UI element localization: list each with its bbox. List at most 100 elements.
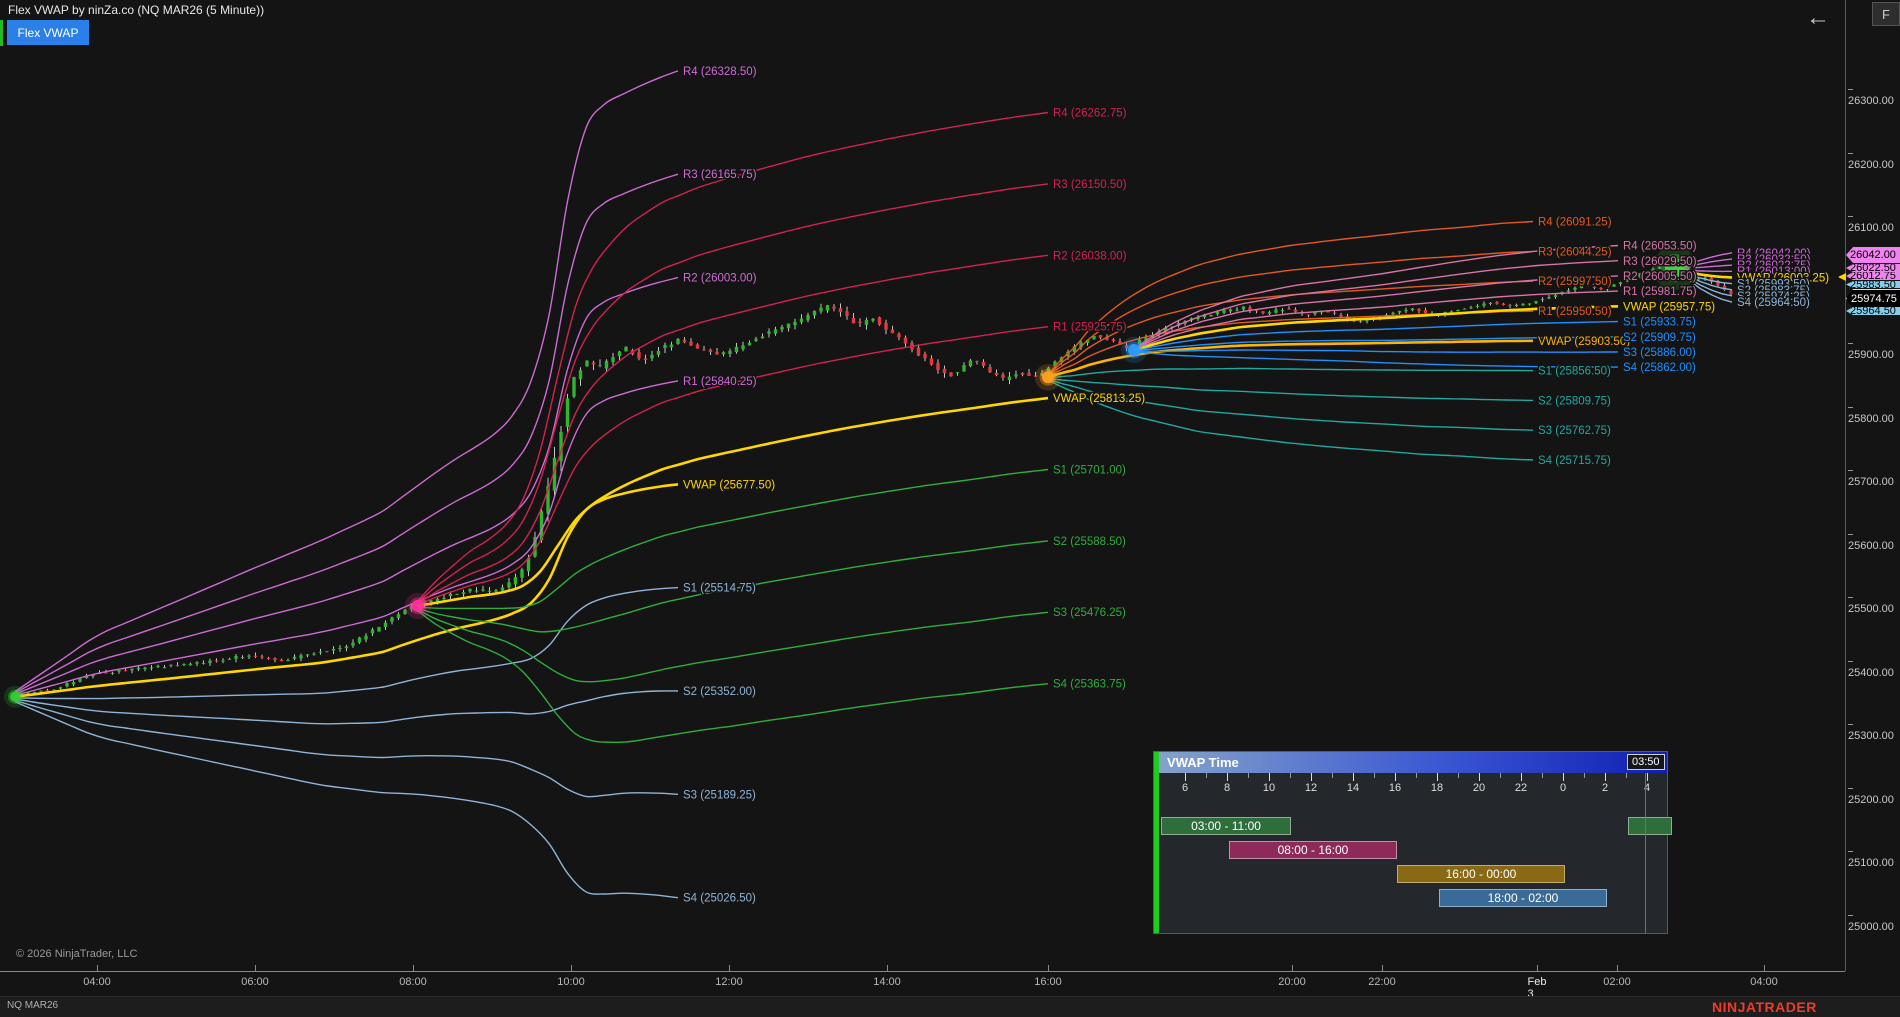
panel-hour-label: 16 (1388, 782, 1402, 794)
price-tick-label: 26200.00 (1848, 147, 1894, 171)
session5-S2-line (1674, 268, 1733, 291)
session2-S3-line (417, 609, 1049, 683)
panel-minor-tick (1416, 773, 1417, 778)
price-tick-label: 25000.00 (1848, 909, 1894, 933)
price-tick-label: 25900.00 (1848, 337, 1894, 361)
band-label: S4 (25026.50) (683, 893, 756, 905)
time-tick-mark (1048, 965, 1049, 971)
time-tick-label: 08:00 (399, 976, 427, 988)
price-marker-box: 26022.50 (1846, 264, 1900, 272)
band-label: R2 (26005.50) (1623, 271, 1697, 283)
band-label: R2 (26038.00) (1053, 250, 1127, 262)
time-tick-mark (413, 965, 414, 971)
panel-minor-tick (1290, 773, 1291, 778)
panel-minor-tick (1206, 773, 1207, 778)
band-label: S4 (25715.75) (1538, 455, 1611, 467)
band-label: R1 (26013.00) (1737, 266, 1811, 278)
band-label: S3 (25189.25) (683, 789, 756, 801)
panel-hour-tick (1311, 773, 1312, 781)
time-tick-mark (1537, 965, 1538, 971)
flex-vwap-button[interactable]: Flex VWAP (7, 20, 89, 45)
session2-S4-line (417, 610, 1049, 743)
time-axis-line (0, 971, 1845, 972)
band-label: S3 (25886.00) (1623, 347, 1696, 359)
band-label: R1 (25950.50) (1538, 306, 1612, 318)
session1-R4-line (14, 70, 679, 693)
price-marker-box: 25974.75 (1846, 289, 1900, 308)
session-range-bar: 16:00 - 00:00 (1397, 865, 1565, 883)
band-label: S1 (25993.50) (1737, 279, 1810, 291)
session1-R1-line (14, 380, 679, 697)
panel-minor-tick (1248, 773, 1249, 778)
time-tick-label: 12:00 (715, 976, 743, 988)
band-label: S2 (25983.75) (1737, 285, 1810, 297)
session3-vwap-line (1047, 339, 1534, 379)
panel-green-strip (1154, 752, 1159, 933)
panel-hour-tick (1521, 773, 1522, 781)
session2-S1-line (417, 468, 1049, 610)
time-tick-label: 06:00 (241, 976, 269, 988)
current-time-badge: 03:50 (1627, 754, 1665, 770)
price-tick-label: 25600.00 (1848, 528, 1894, 552)
band-label: S1 (25856.50) (1538, 366, 1611, 378)
price-tick-label: 26100.00 (1848, 210, 1894, 234)
panel-hour-label: 20 (1472, 782, 1486, 794)
panel-hour-label: 10 (1262, 782, 1276, 794)
session3-R3-line (1047, 250, 1534, 376)
band-label: S2 (25909.75) (1623, 332, 1696, 344)
vwap-band-lines (14, 70, 1733, 899)
series-tab[interactable]: NQ MAR26 (7, 1000, 59, 1011)
f-button[interactable]: F (1872, 2, 1900, 26)
session3-S4-line (1047, 379, 1534, 461)
panel-hour-label: 14 (1346, 782, 1360, 794)
anchor-dots (4, 246, 1697, 708)
price-tick-label: 25800.00 (1848, 401, 1894, 425)
band-label: R4 (26053.50) (1623, 241, 1697, 253)
session4-R1-line (1133, 290, 1619, 351)
session-range-bar: 18:00 - 02:00 (1439, 889, 1607, 907)
band-label: S2 (25809.75) (1538, 395, 1611, 407)
session5-S4-line (1674, 268, 1733, 303)
band-label: R4 (26042.00) (1737, 248, 1811, 260)
panel-hour-label: 12 (1304, 782, 1318, 794)
vwap-panel-body: 6 8 10 12 14 16 18 20 22 0 2 4 03:00 - 11:00 08:00 - … (1159, 773, 1672, 933)
panel-hour-label: 18 (1430, 782, 1444, 794)
vwap-panel-header: VWAP Time (1159, 752, 1667, 773)
band-label: S3 (25476.25) (1053, 607, 1126, 619)
panel-hour-tick (1185, 773, 1186, 781)
band-label: VWAP (25903.50) (1538, 336, 1630, 348)
band-label: R1 (25840.25) (683, 376, 757, 388)
band-label: S2 (25352.00) (683, 686, 756, 698)
band-label: S4 (25862.00) (1623, 362, 1696, 374)
band-labels: R4 (26328.50) R3 (26165.75) R2 (26003.00) R… (682, 64, 1831, 906)
band-label: S3 (25974.25) (1737, 291, 1810, 303)
panel-hour-label: 6 (1181, 782, 1189, 794)
panel-hour-tick (1395, 773, 1396, 781)
band-label: S4 (25363.75) (1053, 679, 1126, 691)
back-arrow-icon[interactable]: ← (1806, 4, 1830, 31)
price-marker-box: 25964.50 (1846, 307, 1900, 315)
band-label: R2 (25997.50) (1538, 276, 1612, 288)
session1-S2-line (14, 690, 679, 725)
session4-S3-line (1133, 349, 1619, 353)
band-label: S3 (25762.75) (1538, 425, 1611, 437)
vwap-price-marker (1838, 273, 1846, 281)
session4-R3-line (1133, 260, 1619, 350)
band-label: VWAP (25677.50) (683, 479, 775, 491)
time-tick-mark (97, 965, 98, 971)
band-label: R4 (26262.75) (1053, 108, 1127, 120)
band-label: R4 (26091.25) (1538, 217, 1612, 229)
session-range-bar (1628, 817, 1672, 835)
session1-R3-line (14, 173, 679, 694)
band-label: R3 (26165.75) (683, 169, 757, 181)
band-label: VWAP (25957.75) (1623, 301, 1715, 313)
session2-R4-line (417, 111, 1049, 602)
panel-minor-tick (1374, 773, 1375, 778)
time-tick-label: Feb 3 (1527, 976, 1547, 1000)
panel-hour-tick (1605, 773, 1606, 781)
candlesticks (13, 264, 1740, 697)
band-label: S2 (25588.50) (1053, 536, 1126, 548)
price-tick-label: 25200.00 (1848, 782, 1894, 806)
time-tick-label: 04:00 (83, 976, 111, 988)
